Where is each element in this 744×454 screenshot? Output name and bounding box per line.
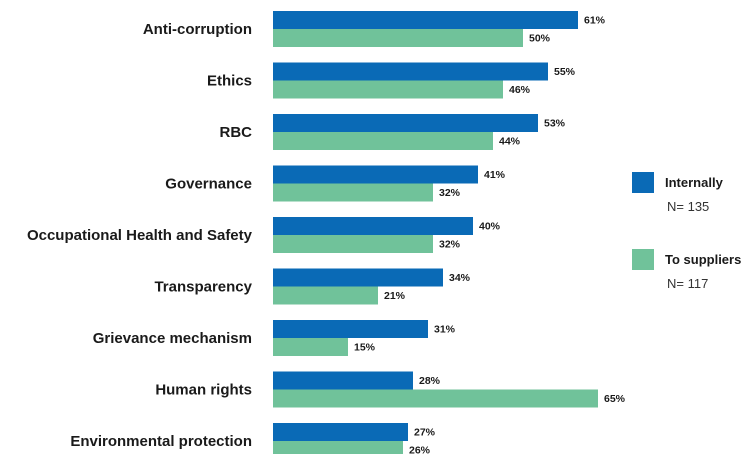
- value-label-to-suppliers-rbc: 44%: [499, 136, 521, 148]
- bar-internally-governance: [273, 165, 478, 184]
- bar-internally-human-rights: [273, 371, 413, 390]
- value-label-internally-rbc: 53%: [544, 118, 566, 130]
- value-label-internally-anti-corruption: 61%: [584, 15, 606, 27]
- value-label-to-suppliers-anti-corruption: 50%: [529, 33, 551, 45]
- bar-internally-grievance-mechanism: [273, 320, 428, 338]
- category-label-grievance-mechanism: Grievance mechanism: [93, 330, 252, 347]
- bar-internally-ethics: [273, 62, 548, 81]
- bar-to-suppliers-governance: [273, 183, 433, 202]
- bar-to-suppliers-environmental-protection: [273, 441, 403, 454]
- category-label-anti-corruption: Anti-corruption: [143, 21, 252, 38]
- value-label-to-suppliers-environmental-protection: 26%: [409, 445, 431, 454]
- value-label-internally-ethics: 55%: [554, 66, 576, 78]
- value-label-to-suppliers-occupational-health-and-safety: 32%: [439, 239, 461, 251]
- category-label-environmental-protection: Environmental protection: [70, 433, 252, 450]
- bar-to-suppliers-occupational-health-and-safety: [273, 235, 433, 253]
- category-label-transparency: Transparency: [154, 279, 252, 296]
- legend-sample-size-to-suppliers: N= 117: [667, 276, 709, 291]
- category-label-ethics: Ethics: [207, 73, 252, 90]
- legend-to-suppliers: To suppliers N= 117: [632, 249, 744, 291]
- category-label-rbc: RBC: [220, 124, 253, 141]
- category-label-governance: Governance: [165, 176, 252, 193]
- value-label-to-suppliers-transparency: 21%: [384, 290, 406, 302]
- legend-label-to-suppliers: To suppliers: [665, 252, 742, 267]
- value-label-internally-human-rights: 28%: [419, 375, 441, 387]
- legend-label-internally: Internally: [665, 175, 723, 190]
- value-label-to-suppliers-governance: 32%: [439, 187, 461, 199]
- category-label-human-rights: Human rights: [155, 382, 252, 399]
- legend-internally: Internally N= 135: [632, 172, 744, 214]
- bar-to-suppliers-ethics: [273, 80, 503, 99]
- value-label-internally-occupational-health-and-safety: 40%: [479, 221, 501, 233]
- bar-to-suppliers-anti-corruption: [273, 29, 523, 47]
- value-label-internally-grievance-mechanism: 31%: [434, 324, 456, 336]
- legend-swatch-to-suppliers: [632, 249, 654, 270]
- bar-to-suppliers-grievance-mechanism: [273, 338, 348, 356]
- bar-internally-rbc: [273, 114, 538, 132]
- value-label-internally-transparency: 34%: [449, 272, 471, 284]
- category-label-occupational-health-and-safety: Occupational Health and Safety: [27, 227, 253, 244]
- legend-sample-size-internally: N= 135: [667, 199, 710, 214]
- value-label-internally-environmental-protection: 27%: [414, 427, 436, 439]
- legend-swatch-internally: [632, 172, 654, 193]
- bar-internally-occupational-health-and-safety: [273, 217, 473, 235]
- value-label-to-suppliers-ethics: 46%: [509, 84, 531, 96]
- bar-to-suppliers-rbc: [273, 132, 493, 150]
- value-label-internally-governance: 41%: [484, 169, 506, 181]
- bar-internally-transparency: [273, 268, 443, 287]
- bar-to-suppliers-transparency: [273, 286, 378, 305]
- bar-internally-environmental-protection: [273, 423, 408, 441]
- value-label-to-suppliers-grievance-mechanism: 15%: [354, 342, 376, 354]
- bar-to-suppliers-human-rights: [273, 389, 598, 408]
- value-label-to-suppliers-human-rights: 65%: [604, 393, 626, 405]
- bar-internally-anti-corruption: [273, 11, 578, 29]
